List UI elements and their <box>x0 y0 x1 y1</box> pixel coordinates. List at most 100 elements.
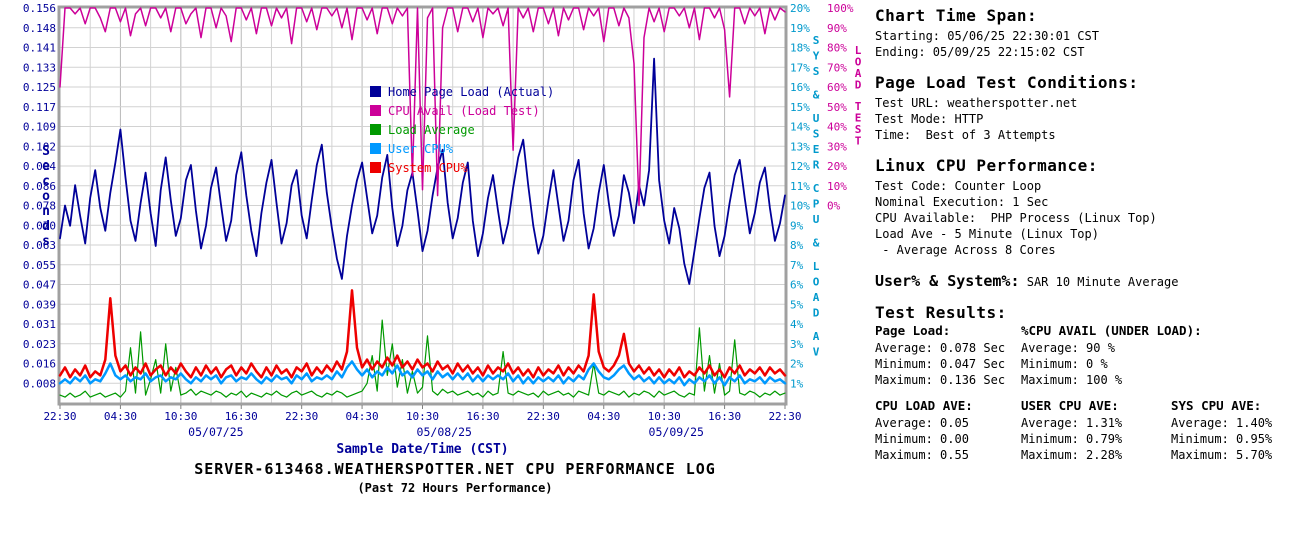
load-test-axis-title-letter: T <box>855 100 862 113</box>
x-axis-tick: 10:30 <box>406 410 439 423</box>
right-cpu-axis-title-letter: D <box>813 307 820 320</box>
left-axis-tick: 0.008 <box>23 377 56 390</box>
linux-cpu-load-ave: Load Ave - 5 Minute (Linux Top) <box>875 227 1099 241</box>
cpu-load-ave-subhead: CPU LOAD AVE: <box>875 398 973 413</box>
left-axis-tick: 0.070 <box>23 219 56 232</box>
test-results-heading: Test Results: <box>875 303 1007 322</box>
page-load-avg: Average: 0.078 Sec <box>875 341 1006 355</box>
right-cpu-axis-title-letter: P <box>813 198 820 211</box>
page-load-max: Maximum: 0.136 Sec <box>875 373 1006 387</box>
load-test-axis-title-letter: O <box>855 56 862 69</box>
section-test-results: Test Results: Page Load: Average: 0.078 … <box>875 303 1295 463</box>
load-test-axis-tick: 70% <box>827 61 847 74</box>
right-cpu-axis-title-letter: Y <box>813 50 820 63</box>
chart-subtitle: (Past 72 Hours Performance) <box>357 481 553 495</box>
load-test-axis-tick: 80% <box>827 42 847 55</box>
left-axis-tick: 0.117 <box>23 101 56 114</box>
x-axis-title: Sample Date/Time (CST) <box>336 442 508 455</box>
left-axis-tick: 0.094 <box>23 160 56 173</box>
page-load-subhead: Page Load: <box>875 323 951 338</box>
chart-title: SERVER-613468.WEATHERSPOTTER.NET CPU PER… <box>194 460 716 478</box>
right-cpu-axis-title-letter: A <box>813 291 820 304</box>
sys-cpu-ave-avg: Average: 1.40% <box>1171 416 1273 430</box>
right-cpu-axis-tick: 15% <box>790 101 810 114</box>
right-cpu-axis-title-letter: S <box>813 65 820 78</box>
right-cpu-axis-tick: 2% <box>790 358 804 371</box>
time-span-ending: Ending: 05/09/25 22:15:02 CST <box>875 45 1085 59</box>
x-axis-tick: 04:30 <box>104 410 137 423</box>
linux-cpu-nominal: Nominal Execution: 1 Sec <box>875 195 1049 209</box>
cpu-avail-avg: Average: 90 % <box>1021 341 1115 355</box>
right-cpu-axis-tick: 7% <box>790 259 804 272</box>
results-row-2: CPU LOAD AVE: Average: 0.05 Minimum: 0.0… <box>875 398 1295 463</box>
section-linux-cpu: Linux CPU Performance: Test Code: Counte… <box>875 156 1295 258</box>
left-axis-tick: 0.141 <box>23 42 56 55</box>
right-cpu-axis-tick: 11% <box>790 180 810 193</box>
right-cpu-axis-tick: 5% <box>790 298 804 311</box>
x-axis-tick: 10:30 <box>164 410 197 423</box>
x-axis-tick: 04:30 <box>587 410 620 423</box>
sys-cpu-ave-subhead: SYS CPU AVE: <box>1171 398 1262 413</box>
load-test-axis-tick: 0% <box>827 200 841 213</box>
section-conditions: Page Load Test Conditions: Test URL: wea… <box>875 73 1295 143</box>
right-cpu-axis-title-letter: S <box>813 34 820 47</box>
left-axis-title-letter: n <box>42 204 50 219</box>
conditions-mode: Test Mode: HTTP <box>875 112 984 126</box>
right-cpu-axis-tick: 6% <box>790 279 804 292</box>
legend-label-user-cpu: User CPU% <box>388 142 454 156</box>
results-cpu-load-ave: CPU LOAD AVE: Average: 0.05 Minimum: 0.0… <box>875 398 1021 463</box>
user-cpu-ave-subhead: USER CPU AVE: <box>1021 398 1119 413</box>
left-axis-tick: 0.156 <box>23 2 56 15</box>
right-cpu-axis-tick: 14% <box>790 121 810 134</box>
performance-chart-svg: Home Page Load (Actual) CPU Avail (Load T… <box>23 2 862 457</box>
series-cpu-avail <box>59 7 786 207</box>
results-user-cpu-ave: USER CPU AVE: Average: 1.31% Minimum: 0.… <box>1021 398 1171 463</box>
left-axis-tick: 0.047 <box>23 279 56 292</box>
legend-label-home-page-load: Home Page Load (Actual) <box>388 85 554 99</box>
load-test-axis-tick: 60% <box>827 81 847 94</box>
left-axis-tick: 0.148 <box>23 22 56 35</box>
cpu-load-ave-min: Minimum: 0.00 <box>875 432 969 446</box>
sar-note-heading: User% & System%: <box>875 272 1020 290</box>
day-label: 05/08/25 <box>417 425 472 439</box>
cpu-avail-subhead: %CPU AVAIL (UNDER LOAD): <box>1021 323 1202 338</box>
results-page-load: Page Load: Average: 0.078 Sec Minimum: 0… <box>875 323 1021 388</box>
left-axis-tick: 0.031 <box>23 318 56 331</box>
load-test-axis-title-letter: A <box>855 67 862 80</box>
info-panel: Chart Time Span: Starting: 05/06/25 22:3… <box>875 6 1295 476</box>
user-cpu-ave-avg: Average: 1.31% <box>1021 416 1123 430</box>
left-axis-title-letter: o <box>42 189 50 204</box>
section-sar-note: User% & System%: SAR 10 Minute Average <box>875 271 1295 290</box>
conditions-url: Test URL: weatherspotter.net <box>875 96 1078 110</box>
left-axis-tick: 0.063 <box>23 239 56 252</box>
chart-title-block: SERVER-613468.WEATHERSPOTTER.NET CPU PER… <box>60 460 850 495</box>
right-cpu-axis-tick: 13% <box>790 140 810 153</box>
right-cpu-axis-title-letter: A <box>813 330 820 343</box>
right-cpu-axis-tick: 17% <box>790 61 810 74</box>
linux-cpu-test-code: Test Code: Counter Loop <box>875 179 1042 193</box>
right-cpu-axis-title-letter: U <box>813 213 820 226</box>
load-test-axis-tick: 10% <box>827 180 847 193</box>
day-label: 05/09/25 <box>649 425 704 439</box>
legend-swatch-user-cpu <box>370 143 381 154</box>
user-cpu-ave-max: Maximum: 2.28% <box>1021 448 1123 462</box>
load-test-axis-title-letter: L <box>855 44 862 57</box>
load-test-axis-tick: 90% <box>827 22 847 35</box>
right-cpu-axis-tick: 8% <box>790 239 804 252</box>
right-cpu-axis-title-letter: V <box>813 346 820 359</box>
right-cpu-axis-title-letter: S <box>813 128 820 141</box>
right-cpu-axis-tick: 9% <box>790 219 804 232</box>
load-test-axis-title-letter: E <box>855 112 862 125</box>
right-cpu-axis-tick: 10% <box>790 200 810 213</box>
x-axis-tick: 22:30 <box>768 410 801 423</box>
left-axis-title-letter: e <box>42 159 50 174</box>
left-axis-tick: 0.023 <box>23 338 56 351</box>
series-user-cpu <box>58 360 787 387</box>
linux-cpu-cores: - Average Across 8 Cores <box>875 243 1056 257</box>
cpu-avail-min: Minimum: 0 % <box>1021 357 1108 371</box>
time-span-starting: Starting: 05/06/25 22:30:01 CST <box>875 29 1099 43</box>
legend-label-load-average: Load Average <box>388 123 475 137</box>
right-cpu-axis-tick: 1% <box>790 377 804 390</box>
right-cpu-axis-title-letter: U <box>813 112 820 125</box>
load-test-axis-tick: 20% <box>827 160 847 173</box>
